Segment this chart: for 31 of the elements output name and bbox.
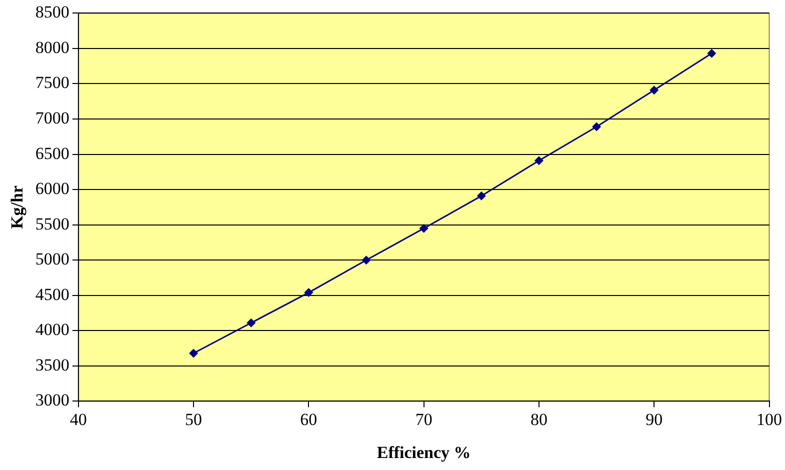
point: [476, 191, 486, 200]
point: [189, 348, 198, 358]
point: [419, 224, 428, 233]
x-tick-label: 90: [646, 410, 663, 429]
x-tick-label: 70: [415, 410, 432, 429]
x-tick-label: 40: [70, 410, 87, 429]
x-tick-label: 80: [530, 410, 548, 429]
y-tick-label: 3000: [35, 390, 70, 410]
y-tick-label: 6000: [35, 179, 70, 198]
y-tick-label: 5000: [35, 250, 70, 269]
y-axis-title: Kg/hr: [8, 185, 27, 229]
y-tick-label: 6500: [35, 144, 70, 163]
point: [650, 86, 659, 95]
y-tick-label: 3500: [35, 355, 70, 374]
point: [304, 288, 314, 298]
x-tick-label: 100: [756, 410, 782, 429]
y-tick-label: 7000: [35, 108, 70, 128]
point: [592, 122, 602, 132]
y-tick-label: 8500: [35, 2, 70, 22]
x-tick-label: 60: [300, 410, 318, 429]
y-tick-label: 5500: [35, 214, 70, 234]
point: [246, 318, 256, 328]
point: [707, 48, 716, 58]
y-tick-label: 4500: [35, 284, 70, 304]
y-tick-label: 4000: [35, 320, 70, 340]
x-tick-label: 50: [185, 410, 202, 429]
y-tick-label: 7500: [35, 73, 70, 92]
point: [362, 256, 371, 265]
y-tick-label: 8000: [35, 38, 70, 57]
x-axis-title: Efficiency %: [376, 443, 471, 462]
point: [534, 156, 544, 166]
